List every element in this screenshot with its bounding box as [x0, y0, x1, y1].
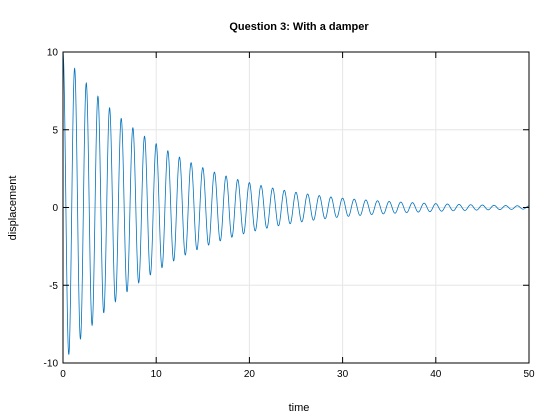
series-line — [62, 51, 530, 355]
x-tick-label: 20 — [244, 369, 256, 380]
y-tick-label: 10 — [47, 48, 59, 59]
x-axis-label: time — [289, 402, 310, 414]
x-tick-label: 50 — [523, 369, 535, 380]
grid — [63, 52, 529, 363]
x-tick-label: 0 — [60, 369, 66, 380]
y-tick-label: -5 — [49, 281, 58, 292]
y-tick-label: -10 — [44, 359, 59, 370]
y-tick-label: 5 — [52, 125, 58, 136]
x-tick-label: 10 — [151, 369, 163, 380]
y-axis-label: displacement — [7, 176, 19, 241]
axis-ticks — [62, 51, 530, 364]
series-layer — [62, 51, 530, 355]
x-tick-labels: 0 10 20 30 40 50 — [60, 369, 535, 380]
chart-title: Question 3: With a damper — [229, 21, 369, 33]
x-tick-label: 40 — [430, 369, 442, 380]
x-tick-label: 30 — [337, 369, 349, 380]
y-tick-label: 0 — [52, 203, 58, 214]
y-tick-labels: -10 -5 0 5 10 — [44, 48, 59, 370]
